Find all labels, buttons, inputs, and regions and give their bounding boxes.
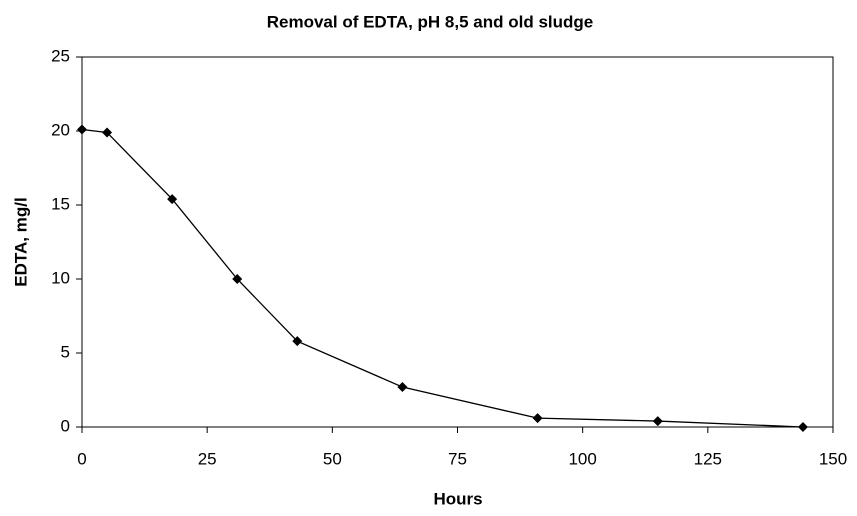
y-axis-label: EDTA, mg/l [11, 197, 30, 286]
y-tick-label: 15 [51, 194, 70, 213]
y-tick-label: 20 [51, 120, 70, 139]
y-tick-label: 0 [61, 416, 70, 435]
x-tick-label: 50 [323, 449, 342, 468]
data-point [397, 382, 408, 393]
y-tick-label: 5 [61, 342, 70, 361]
y-tick-label: 10 [51, 268, 70, 287]
data-point [167, 194, 178, 205]
data-point [232, 274, 243, 284]
data-point [532, 413, 543, 424]
x-tick-label: 100 [568, 449, 596, 468]
data-point [77, 124, 87, 135]
data-point [102, 127, 113, 138]
x-tick-label: 75 [448, 449, 467, 468]
data-point [797, 422, 808, 432]
data-point [292, 336, 303, 347]
y-tick-label: 25 [51, 46, 70, 65]
x-tick-label: 150 [819, 449, 847, 468]
x-tick-label: 125 [694, 449, 722, 468]
x-tick-label: 25 [198, 449, 217, 468]
plot-frame [81, 56, 834, 428]
data-line [81, 128, 803, 428]
x-axis-label: Hours [433, 489, 482, 508]
chart-title: Removal of EDTA, pH 8,5 and old sludge [267, 12, 594, 31]
data-point [652, 416, 663, 427]
x-tick-label: 0 [77, 449, 86, 468]
